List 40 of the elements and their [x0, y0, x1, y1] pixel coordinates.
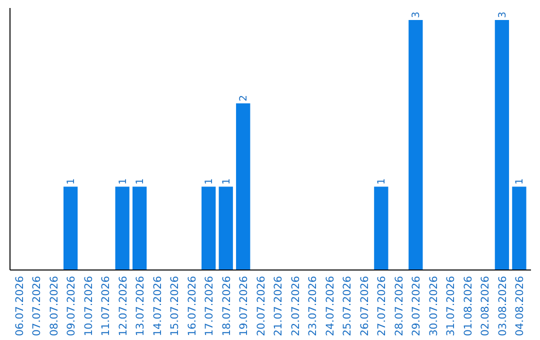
x-tick-label: 10.07.2026 [82, 276, 95, 336]
data-label: 1 [376, 178, 388, 185]
x-tick-label: 18.07.2026 [220, 276, 233, 336]
x-tick-label: 15.07.2026 [169, 276, 182, 336]
data-label: 3 [411, 12, 422, 18]
x-tick-label: 06.07.2026 [14, 276, 26, 336]
x-tick-label: 07.07.2026 [31, 276, 44, 336]
x-tick-label: 19.07.2026 [238, 276, 250, 336]
x-tick-label: 16.07.2026 [186, 276, 198, 336]
x-tick-label: 12.07.2026 [117, 276, 130, 336]
x-tick-label: 20.07.2026 [255, 276, 268, 336]
x-tick-label: 01.08.2026 [462, 276, 474, 336]
data-label: 3 [497, 12, 508, 18]
x-tick-label: 04.08.2026 [514, 276, 526, 336]
x-tick-label: 03.08.2026 [496, 276, 509, 336]
x-tick-label: 28.07.2026 [393, 276, 406, 336]
data-label: 1 [135, 178, 146, 185]
x-tick-label: 09.07.2026 [66, 276, 78, 336]
x-tick-label: 13.07.2026 [134, 276, 147, 336]
x-tick-label: 29.07.2026 [410, 276, 423, 336]
x-tick-label: 27.07.2026 [376, 276, 388, 336]
x-tick-label: 08.07.2026 [48, 276, 60, 336]
data-label: 1 [221, 178, 232, 185]
data-label: 1 [204, 178, 216, 185]
data-label: 2 [238, 94, 250, 102]
x-tick-label: 23.07.2026 [307, 276, 320, 336]
x-tick-label: 11.07.2026 [100, 276, 112, 336]
x-tick-label: 31.07.2026 [445, 276, 458, 336]
data-label: 1 [118, 178, 129, 185]
x-tick-label: 30.07.2026 [428, 276, 440, 336]
x-tick-label: 26.07.2026 [358, 276, 371, 336]
x-tick-label: 25.07.2026 [342, 276, 354, 336]
data-label: 1 [514, 178, 526, 185]
x-tick-label: 21.07.2026 [272, 276, 285, 336]
x-tick-label: 14.07.2026 [152, 276, 164, 336]
x-tick-label: 24.07.2026 [324, 276, 336, 336]
x-tick-label: 17.07.2026 [204, 276, 216, 336]
x-tick-label: 02.08.2026 [480, 276, 492, 336]
data-label: 1 [66, 178, 78, 185]
x-tick-label: 22.07.2026 [290, 276, 302, 336]
